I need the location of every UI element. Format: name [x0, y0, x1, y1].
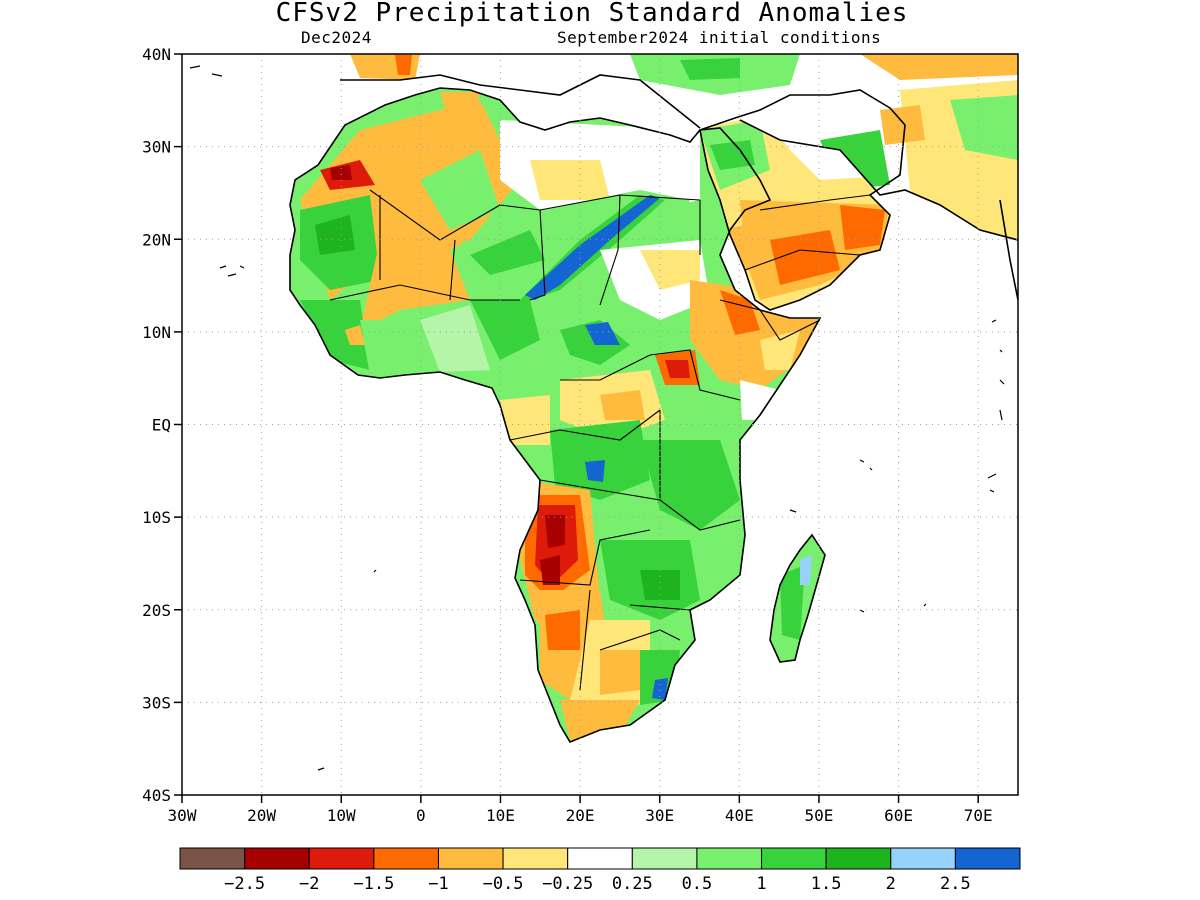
longitude-axis: 30W 20W 10W 0 10E 20E 30E 40E 50E 60E 70E — [168, 795, 993, 825]
lon-tick-label: 0 — [416, 806, 426, 825]
legend-swatch — [890, 847, 956, 870]
lat-tick-label: EQ — [152, 416, 171, 435]
legend-label: 0.5 — [682, 874, 713, 894]
valid-period-label: Dec2024 — [301, 28, 372, 47]
legend-label: −0.5 — [483, 874, 524, 894]
lat-tick-label: 40S — [142, 786, 171, 805]
lon-tick-label: 40E — [725, 806, 754, 825]
legend-swatch — [761, 847, 827, 870]
lon-tick-label: 20W — [247, 806, 276, 825]
legend-swatch — [437, 847, 504, 870]
lat-tick-label: 30S — [142, 693, 171, 712]
latitude-axis: 40N 30N 20N 10N EQ 10S 20S 30S 40S — [142, 45, 182, 805]
lon-tick-label: 30W — [168, 806, 197, 825]
legend-label: −1 — [428, 874, 448, 894]
legend-label: 2.5 — [940, 874, 971, 894]
initial-conditions-label: September2024 initial conditions — [557, 28, 882, 47]
legend-swatch — [373, 847, 439, 870]
legend-label: −1.5 — [353, 874, 394, 894]
lon-tick-label: 10W — [327, 806, 356, 825]
legend-swatch — [502, 847, 569, 870]
legend-label: 2 — [886, 874, 896, 894]
color-legend: −2.5 −2 −1.5 −1 −0.5 −0.25 0.25 0.5 1 1.5 2 2.5 — [179, 847, 1021, 894]
legend-label: 0.25 — [612, 874, 653, 894]
gridlines — [182, 54, 1018, 795]
lat-tick-label: 40N — [142, 45, 171, 64]
legend-label: 1.5 — [811, 874, 842, 894]
legend-swatch — [244, 847, 310, 870]
legend-swatch — [179, 847, 246, 870]
lon-tick-label: 20E — [566, 806, 595, 825]
legend-label: −0.25 — [542, 874, 593, 894]
lon-tick-label: 10E — [486, 806, 515, 825]
legend-label: −2.5 — [224, 874, 265, 894]
legend-swatch — [567, 847, 633, 870]
legend-swatch — [308, 847, 375, 870]
legend-label: −2 — [299, 874, 319, 894]
lat-tick-label: 20N — [142, 230, 171, 249]
lon-tick-label: 50E — [804, 806, 833, 825]
country-borders — [329, 189, 871, 691]
legend-swatch — [825, 847, 892, 870]
lon-tick-label: 70E — [964, 806, 993, 825]
legend-swatch — [631, 847, 698, 870]
legend-swatch — [954, 847, 1021, 870]
lat-tick-label: 10S — [142, 508, 171, 527]
legend-swatch — [696, 847, 763, 870]
lat-tick-label: 20S — [142, 601, 171, 620]
legend-label: 1 — [756, 874, 766, 894]
lon-tick-label: 60E — [884, 806, 913, 825]
lon-tick-label: 30E — [645, 806, 674, 825]
figure-title: CFSv2 Precipitation Standard Anomalies — [275, 0, 909, 28]
lat-tick-label: 30N — [142, 138, 171, 157]
lat-tick-label: 10N — [142, 323, 171, 342]
coastlines — [289, 74, 1018, 743]
islands — [189, 65, 1005, 771]
